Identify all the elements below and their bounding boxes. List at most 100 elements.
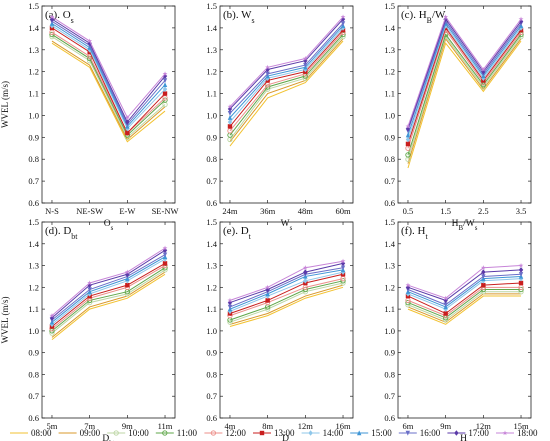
data-point: [302, 55, 308, 61]
series-line-13:00: [407, 282, 522, 315]
y-tick-label: 1.0: [384, 110, 395, 120]
series-line-10:00: [407, 35, 522, 160]
x-tick-label: 9m: [440, 421, 451, 431]
legend-label: 14:00: [323, 428, 344, 438]
y-tick-label: 1.1: [384, 304, 395, 314]
data-point: [227, 119, 233, 125]
data-point: [49, 31, 55, 38]
data-point: [162, 91, 168, 96]
y-tick-label: 1.4: [206, 23, 217, 33]
data-point: [340, 265, 346, 271]
data-point: [405, 141, 411, 147]
series-line-16:00: [51, 254, 166, 321]
y-axis-label: WVEL (m/s): [0, 81, 10, 128]
x-tick-label: 7m: [84, 421, 95, 431]
series-line-18:00: [229, 16, 344, 108]
y-tick-label: 0.8: [28, 154, 39, 164]
data-point: [303, 57, 308, 64]
y-tick-label: 0.6: [206, 413, 217, 423]
data-point: [227, 111, 233, 116]
legend: 08:00 09:00 10:00 11:00 12:00 13:00 14:00 15:00…: [10, 428, 538, 438]
data-point: [125, 119, 130, 125]
data-point: [227, 132, 233, 138]
y-tick-label: 0.8: [28, 369, 39, 379]
series-line-15:00: [229, 269, 344, 310]
y-tick-label: 0.6: [384, 198, 395, 208]
series-line-17:00: [229, 262, 344, 304]
series-line-16:00: [407, 20, 522, 131]
series-line-09:00: [407, 37, 522, 164]
data-point: [162, 78, 168, 84]
panel-6: 0.6 0.7 0.8 0.9 1.0 1.1 1.2 1.3 1.4 1.5 6m 9m 12m 15m…: [384, 217, 532, 441]
y-tick-label: 0.8: [384, 369, 395, 379]
y-tick-label: 1.3: [384, 261, 395, 271]
plot-frame: [219, 5, 354, 204]
y-tick-label: 1.2: [28, 282, 39, 292]
x-tick-label: 48m: [298, 206, 314, 216]
data-point: [162, 245, 168, 251]
series-line-12:00: [51, 265, 166, 330]
y-tick-label: 1.0: [206, 110, 217, 120]
series-line-11:00: [229, 34, 344, 136]
legend-marker: [405, 430, 410, 436]
y-tick-label: 0.6: [384, 413, 395, 423]
data-point: [227, 297, 233, 303]
data-point: [227, 304, 233, 310]
data-point: [443, 297, 448, 304]
panel-title: (e). Dt: [223, 225, 252, 241]
data-point: [125, 130, 130, 136]
series-line-17:00: [407, 18, 522, 129]
data-point: [227, 115, 233, 120]
x-tick-label: 6m: [403, 421, 414, 431]
legend-label: 12:00: [225, 428, 246, 438]
legend-label: 17:00: [468, 428, 489, 438]
legend-marker: [210, 430, 217, 436]
data-point: [49, 14, 55, 20]
series-line-16:00: [229, 267, 344, 308]
legend-marker: [502, 430, 508, 436]
series-line-13:00: [51, 262, 166, 327]
panel-title: (d). Dbt: [45, 225, 78, 241]
data-point: [405, 132, 411, 138]
series-line-08:00: [229, 286, 344, 328]
x-tick-label: 3.5: [516, 206, 527, 216]
x-axis-label: Dbt: [102, 434, 114, 441]
data-point: [405, 136, 411, 143]
plot-frame: [397, 5, 532, 204]
data-point: [518, 272, 524, 277]
series-line-08:00: [51, 42, 166, 143]
series-line-18:00: [229, 260, 344, 301]
data-point: [443, 302, 448, 308]
y-tick-label: 1.0: [28, 326, 39, 336]
y-tick-label: 1.2: [206, 67, 217, 77]
series-line-08:00: [229, 40, 344, 147]
data-point: [405, 282, 411, 288]
y-tick-label: 1.1: [206, 304, 217, 314]
data-point: [303, 62, 308, 68]
data-point: [405, 299, 411, 306]
series-line-16:00: [407, 273, 522, 306]
series-line-09:00: [229, 284, 344, 325]
series-line-10:00: [229, 36, 344, 140]
y-tick-label: 1.1: [384, 89, 395, 99]
x-tick-label: NE-SW: [76, 206, 103, 216]
data-point: [480, 265, 486, 270]
series-line-11:00: [229, 280, 344, 321]
x-tick-label: 12m: [476, 421, 492, 431]
x-tick-label: 1.5: [440, 206, 451, 216]
y-tick-label: 0.7: [206, 391, 217, 401]
y-tick-label: 1.3: [28, 261, 39, 271]
legend-marker: [454, 430, 459, 436]
series-line-18:00: [407, 265, 522, 299]
series-line-18:00: [51, 247, 166, 317]
y-tick-label: 1.5: [28, 1, 39, 11]
legend-marker: [113, 430, 119, 436]
plot-frame: [397, 221, 532, 419]
y-tick-label: 1.3: [206, 261, 217, 271]
x-tick-label: 9m: [122, 421, 133, 431]
series-line-15:00: [51, 256, 166, 323]
plot-frame: [219, 221, 354, 419]
y-tick-label: 1.4: [206, 239, 217, 249]
x-tick-label: 0.5: [403, 206, 414, 216]
data-point: [87, 280, 93, 286]
